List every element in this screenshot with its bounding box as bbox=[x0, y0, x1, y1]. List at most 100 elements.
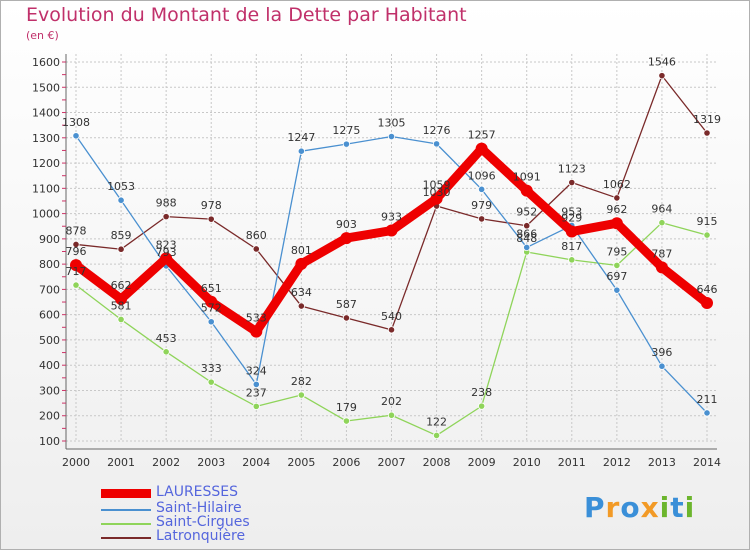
y-tick-label: 800 bbox=[39, 258, 60, 271]
data-point bbox=[475, 142, 488, 155]
x-tick-label: 2007 bbox=[378, 456, 406, 469]
data-point bbox=[610, 217, 623, 230]
data-point bbox=[430, 192, 443, 205]
data-label: 1053 bbox=[107, 180, 135, 193]
data-point bbox=[565, 225, 578, 238]
data-label: 1319 bbox=[693, 113, 721, 126]
data-label: 1276 bbox=[423, 124, 451, 137]
data-point bbox=[162, 213, 170, 221]
y-tick-label: 1400 bbox=[32, 107, 60, 120]
legend-swatch bbox=[101, 537, 151, 539]
data-label: 1275 bbox=[332, 124, 360, 137]
data-label: 823 bbox=[156, 238, 177, 251]
data-label: 1123 bbox=[558, 163, 586, 176]
x-tick-label: 2008 bbox=[423, 456, 451, 469]
data-label: 211 bbox=[697, 393, 718, 406]
data-point bbox=[387, 132, 396, 141]
data-point bbox=[432, 431, 441, 440]
data-label: 717 bbox=[66, 265, 87, 278]
data-label: 952 bbox=[516, 206, 537, 219]
data-point bbox=[297, 302, 305, 310]
legend-item-saint-hilaire: Saint-Hilaire bbox=[101, 500, 301, 517]
data-label: 1546 bbox=[648, 56, 676, 69]
data-point bbox=[478, 185, 486, 193]
data-point bbox=[703, 231, 711, 239]
legend-swatch bbox=[101, 523, 151, 525]
data-point bbox=[117, 196, 125, 204]
data-point bbox=[252, 380, 260, 389]
chart-title: Evolution du Montant de la Dette par Hab… bbox=[26, 4, 467, 26]
data-point bbox=[297, 147, 305, 155]
data-point bbox=[613, 261, 621, 269]
data-label: 179 bbox=[336, 401, 357, 414]
data-label: 202 bbox=[381, 395, 402, 408]
y-tick-label: 1100 bbox=[32, 182, 60, 195]
data-label: 238 bbox=[471, 386, 492, 399]
y-tick-label: 900 bbox=[39, 233, 60, 246]
y-tick-label: 1500 bbox=[32, 81, 60, 94]
data-label: 237 bbox=[246, 386, 267, 399]
x-tick-label: 2013 bbox=[648, 456, 676, 469]
data-label: 793 bbox=[156, 246, 177, 259]
data-point bbox=[160, 252, 173, 265]
data-label: 646 bbox=[697, 283, 718, 296]
data-point bbox=[703, 409, 711, 417]
data-point bbox=[523, 222, 531, 230]
data-label: 1059 bbox=[423, 179, 451, 192]
data-point bbox=[117, 315, 125, 324]
data-point bbox=[207, 378, 215, 386]
legend-label: Saint-Hilaire bbox=[156, 500, 242, 516]
legend-swatch bbox=[101, 509, 151, 511]
x-tick-label: 2005 bbox=[287, 456, 315, 469]
data-label: 1062 bbox=[603, 178, 631, 191]
data-label: 859 bbox=[111, 229, 132, 242]
x-tick-label: 2001 bbox=[107, 456, 135, 469]
data-point bbox=[568, 256, 576, 264]
y-tick-label: 100 bbox=[39, 435, 60, 448]
data-point bbox=[340, 232, 353, 245]
data-point bbox=[478, 215, 486, 223]
data-label: 572 bbox=[201, 302, 222, 315]
legend-label: Latronquière bbox=[156, 528, 246, 544]
y-tick-label: 400 bbox=[39, 359, 60, 372]
data-label: 697 bbox=[606, 270, 627, 283]
data-label: 533 bbox=[246, 312, 267, 325]
data-point bbox=[252, 402, 260, 410]
data-point bbox=[70, 259, 82, 272]
data-label: 1305 bbox=[378, 117, 406, 130]
proxiti-logo: Proxiti bbox=[584, 491, 696, 524]
data-point bbox=[205, 295, 218, 308]
data-label: 581 bbox=[111, 299, 132, 312]
legend-label: Saint-Cirgues bbox=[156, 514, 250, 530]
data-label: 801 bbox=[291, 244, 312, 257]
x-tick-label: 2014 bbox=[693, 456, 721, 469]
data-point bbox=[342, 314, 351, 322]
data-point bbox=[385, 224, 398, 237]
y-tick-label: 500 bbox=[39, 334, 60, 347]
y-tick-label: 300 bbox=[39, 384, 60, 397]
y-tick-label: 1600 bbox=[32, 56, 60, 69]
data-point bbox=[703, 129, 711, 137]
x-tick-label: 2010 bbox=[513, 456, 541, 469]
data-label: 796 bbox=[66, 245, 87, 258]
data-point bbox=[568, 178, 576, 187]
data-label: 122 bbox=[426, 415, 447, 428]
y-tick-label: 600 bbox=[39, 309, 60, 322]
data-label: 848 bbox=[516, 232, 537, 245]
data-label: 453 bbox=[156, 332, 177, 345]
data-label: 787 bbox=[651, 247, 672, 260]
data-label: 933 bbox=[381, 211, 402, 224]
x-tick-label: 2002 bbox=[152, 456, 180, 469]
legend-label: LAURESSES bbox=[156, 484, 239, 500]
x-tick-label: 2012 bbox=[603, 456, 631, 469]
data-point bbox=[613, 286, 621, 294]
data-label: 1030 bbox=[423, 186, 451, 199]
legend-item-saint-cirgues: Saint-Cirgues bbox=[101, 514, 301, 531]
data-label: 634 bbox=[291, 286, 312, 299]
data-point bbox=[72, 240, 80, 249]
data-point bbox=[432, 140, 441, 148]
data-point bbox=[478, 402, 486, 410]
y-tick-label: 700 bbox=[39, 283, 60, 296]
data-point bbox=[72, 132, 80, 140]
